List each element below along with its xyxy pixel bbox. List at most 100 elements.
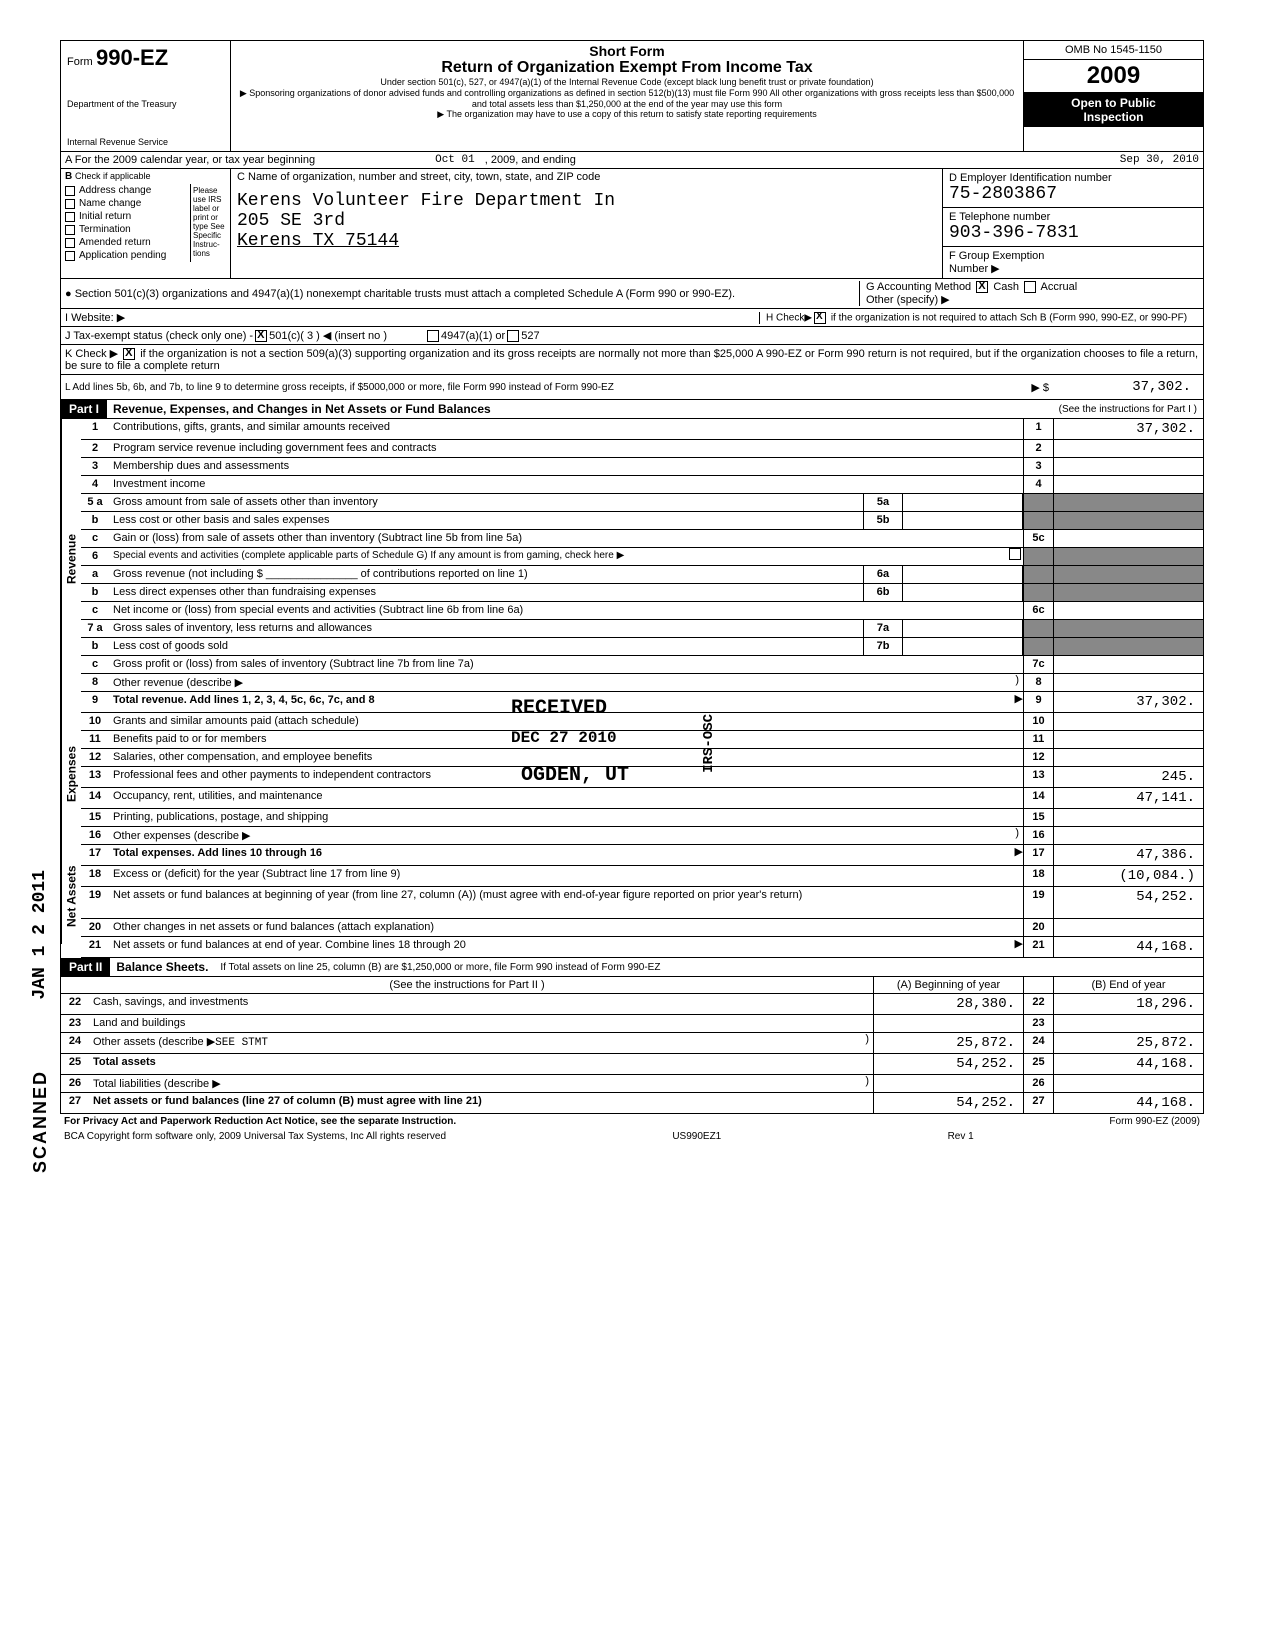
header-center: Short Form Return of Organization Exempt… — [231, 41, 1023, 151]
org-addr1: 205 SE 3rd — [237, 211, 936, 231]
l-arrow: ▶ $ — [1031, 381, 1049, 394]
line-20-val — [1053, 919, 1203, 936]
line-20-text: Other changes in net assets or fund bala… — [109, 919, 1023, 936]
year-begin: Oct 01 — [435, 154, 475, 166]
cb-amended[interactable]: Amended return — [61, 236, 190, 249]
line-17-val: 47,386. — [1053, 845, 1203, 865]
cb-application[interactable]: Application pending — [61, 249, 190, 262]
group-label: F Group Exemption — [949, 250, 1197, 262]
line-4-text: Investment income — [109, 476, 1023, 493]
f-group: F Group Exemption Number ▶ — [943, 247, 1203, 278]
bal-22-text: Cash, savings, and investments — [89, 994, 873, 1014]
line-1-val: 37,302. — [1053, 419, 1203, 439]
b-label: B — [65, 171, 72, 182]
i-h-row: I Website: ▶ H Check▶ if the organizatio… — [61, 309, 1203, 327]
line-21-text: Net assets or fund balances at end of ye… — [109, 937, 1015, 957]
bca-copyright: BCA Copyright form software only, 2009 U… — [64, 1131, 446, 1142]
cb-label: Application pending — [79, 250, 166, 261]
line-19-val: 54,252. — [1053, 887, 1203, 918]
cb-name-change[interactable]: Name change — [61, 197, 190, 210]
line-1-text: Contributions, gifts, grants, and simila… — [109, 419, 1023, 439]
l-text: L Add lines 5b, 6b, and 7b, to line 9 to… — [65, 382, 614, 393]
bal-23-a — [873, 1015, 1023, 1032]
j-4947: 4947(a)(1) or — [441, 330, 505, 342]
check-if-label: Check if applicable — [75, 171, 151, 181]
org-name: Kerens Volunteer Fire Department In — [237, 191, 936, 211]
k-checkbox[interactable] — [123, 348, 135, 360]
line-11-val — [1053, 731, 1203, 748]
line-15-text: Printing, publications, postage, and shi… — [109, 809, 1023, 826]
h-checkbox[interactable] — [814, 312, 826, 324]
part2-title: Balance Sheets. — [110, 958, 214, 976]
omb-number: OMB No 1545-1150 — [1024, 41, 1203, 60]
cb-address-change[interactable]: Address change — [61, 184, 190, 197]
g-label: G Accounting Method — [866, 281, 971, 293]
line-19-text: Net assets or fund balances at beginning… — [109, 887, 1023, 918]
line-10-val — [1053, 713, 1203, 730]
cash-checkbox[interactable] — [976, 281, 988, 293]
tel-value: 903-396-7831 — [949, 223, 1197, 243]
line-7a-text: Gross sales of inventory, less returns a… — [109, 620, 863, 637]
line-16-text: Other expenses (describe ▶ — [109, 827, 1015, 844]
dept-treasury: Department of the Treasury — [67, 99, 224, 109]
tax-year: 2009 — [1024, 60, 1203, 93]
col-b-header: (B) End of year — [1053, 977, 1203, 993]
expenses-label: Expenses — [61, 699, 81, 849]
j-501c-checkbox[interactable] — [255, 330, 267, 342]
accrual-checkbox[interactable] — [1024, 281, 1036, 293]
part1-header: Part I Revenue, Expenses, and Changes in… — [61, 400, 1203, 419]
cash-label: Cash — [993, 281, 1019, 293]
j-4947-checkbox[interactable] — [427, 330, 439, 342]
j-527-checkbox[interactable] — [507, 330, 519, 342]
header-left: Form 990-EZ Department of the Treasury I… — [61, 41, 231, 151]
line-7b-text: Less cost of goods sold — [109, 638, 863, 655]
cb-termination[interactable]: Termination — [61, 223, 190, 236]
part2-header: Part II Balance Sheets. If Total assets … — [61, 958, 1203, 977]
balance-header: (See the instructions for Part II ) (A) … — [61, 977, 1203, 994]
bal-26-b — [1053, 1075, 1203, 1092]
line-12-text: Salaries, other compensation, and employ… — [109, 749, 1023, 766]
line-6-text: Special events and activities (complete … — [109, 548, 1007, 565]
cb-label: Amended return — [79, 237, 151, 248]
line-9-val: 37,302. — [1053, 692, 1203, 712]
b-header: B Check if applicable — [61, 169, 230, 184]
line-5c-text: Gain or (loss) from sale of assets other… — [109, 530, 1023, 547]
line-16-val — [1053, 827, 1203, 844]
revenue-expenses-section: Revenue Expenses Net Assets 1Contributio… — [61, 419, 1203, 958]
line-21-val: 44,168. — [1053, 937, 1203, 957]
line-11-text: Benefits paid to or for members — [109, 731, 1023, 748]
net-assets-label: Net Assets — [61, 849, 81, 944]
privacy-notice: For Privacy Act and Paperwork Reduction … — [64, 1116, 456, 1127]
other-specify: Other (specify) ▶ — [866, 293, 1199, 306]
subtitle-1: Under section 501(c), 527, or 4947(a)(1)… — [237, 77, 1017, 88]
line-18-val: (10,084.) — [1053, 866, 1203, 886]
line-6c-val — [1053, 602, 1203, 619]
bal-27-b: 44,168. — [1053, 1093, 1203, 1113]
k-row: K Check ▶ if the organization is not a s… — [61, 345, 1203, 375]
form-990ez: Form 990-EZ Department of the Treasury I… — [60, 40, 1204, 1114]
ein-label: D Employer Identification number — [949, 172, 1197, 184]
cb-label: Name change — [79, 198, 141, 209]
revenue-label: Revenue — [61, 419, 81, 699]
subtitle-2: ▶ Sponsoring organizations of donor advi… — [237, 88, 1017, 110]
bal-22-b: 18,296. — [1053, 994, 1203, 1014]
bal-27-a: 54,252. — [873, 1093, 1023, 1113]
line-10-text: Grants and similar amounts paid (attach … — [109, 713, 1023, 730]
line-6c-text: Net income or (loss) from special events… — [109, 602, 1023, 619]
line-3-val — [1053, 458, 1203, 475]
irs-label: Internal Revenue Service — [67, 137, 224, 147]
bal-26-text: Total liabilities (describe ▶ — [89, 1075, 865, 1092]
row-a-mid: , 2009, and ending — [485, 154, 576, 166]
line-18-text: Excess or (deficit) for the year (Subtra… — [109, 866, 1023, 886]
cb-initial-return[interactable]: Initial return — [61, 210, 190, 223]
bullet-g-row: ● Section 501(c)(3) organizations and 49… — [61, 279, 1203, 309]
open-label: Open to Public — [1027, 96, 1200, 110]
line-5b-text: Less cost or other basis and sales expen… — [109, 512, 863, 529]
gaming-checkbox[interactable] — [1009, 548, 1021, 560]
rev: Rev 1 — [948, 1131, 974, 1142]
col-c: C Name of organization, number and stree… — [231, 169, 943, 278]
line-6b-text: Less direct expenses other than fundrais… — [109, 584, 863, 601]
form-ref: Form 990-EZ (2009) — [1109, 1116, 1200, 1127]
return-title: Return of Organization Exempt From Incom… — [237, 59, 1017, 77]
form-label: Form — [67, 56, 93, 68]
